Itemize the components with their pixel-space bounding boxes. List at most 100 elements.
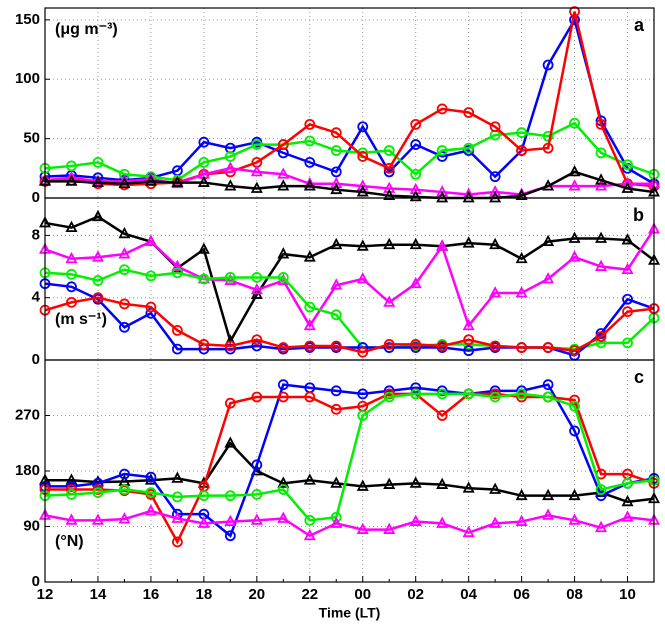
series-line	[45, 441, 655, 504]
marker	[66, 489, 77, 500]
marker	[171, 259, 184, 271]
y-tick-label: 0	[32, 573, 40, 590]
marker	[410, 339, 422, 350]
marker	[621, 233, 634, 245]
marker	[330, 511, 342, 523]
x-tick-label: 22	[301, 586, 318, 603]
marker	[410, 139, 422, 150]
marker	[515, 286, 528, 298]
marker	[198, 490, 210, 502]
panel-label: b	[633, 205, 644, 225]
marker	[383, 145, 395, 156]
marker	[197, 175, 210, 187]
marker	[119, 264, 130, 276]
marker	[622, 293, 633, 305]
marker	[277, 247, 290, 259]
marker	[409, 476, 422, 488]
marker	[356, 179, 369, 191]
marker	[568, 250, 581, 262]
marker	[595, 231, 608, 243]
marker	[171, 267, 183, 279]
marker	[516, 145, 528, 156]
marker	[144, 504, 157, 516]
marker	[303, 528, 316, 541]
marker	[304, 340, 316, 352]
marker	[489, 391, 501, 403]
marker	[462, 318, 475, 331]
marker	[489, 385, 501, 397]
marker	[91, 250, 104, 262]
panel-label: a	[634, 15, 645, 35]
marker	[303, 473, 316, 485]
marker	[568, 164, 581, 177]
marker	[145, 301, 157, 313]
marker	[542, 342, 554, 353]
x-tick-label: 14	[90, 586, 107, 603]
marker	[436, 385, 448, 397]
x-tick-label: 06	[513, 586, 530, 603]
marker	[409, 514, 422, 526]
x-tick-label: 16	[143, 586, 160, 603]
marker	[595, 118, 607, 130]
marker	[542, 234, 555, 247]
marker	[66, 296, 77, 308]
marker	[277, 476, 290, 488]
marker	[410, 388, 422, 400]
marker	[330, 182, 343, 195]
marker	[383, 339, 395, 350]
marker	[357, 151, 369, 162]
marker	[436, 185, 449, 197]
x-tick-label: 00	[354, 586, 371, 603]
marker	[330, 340, 342, 352]
y-axis-label: (μg m⁻³)	[55, 21, 118, 38]
marker	[119, 468, 130, 480]
marker	[595, 520, 608, 533]
marker	[595, 173, 608, 185]
marker	[569, 345, 580, 357]
marker	[277, 179, 290, 191]
marker	[144, 174, 157, 186]
plot-frame	[44, 197, 655, 361]
series-line	[44, 282, 655, 357]
marker	[92, 156, 104, 168]
marker	[198, 156, 210, 168]
marker	[118, 247, 131, 259]
marker	[383, 162, 395, 174]
marker	[330, 166, 342, 178]
marker	[409, 237, 422, 250]
x-tick-label: 12	[37, 586, 54, 603]
marker	[277, 379, 289, 391]
marker	[277, 511, 290, 523]
marker	[66, 281, 77, 293]
marker	[436, 388, 448, 400]
marker	[621, 181, 634, 193]
marker	[383, 237, 396, 250]
plot-frame	[44, 7, 655, 199]
marker	[198, 339, 210, 350]
marker	[145, 487, 157, 498]
series-line	[44, 392, 655, 522]
marker	[516, 127, 528, 139]
marker	[277, 167, 290, 179]
marker	[171, 471, 184, 483]
panel-label: c	[634, 367, 644, 387]
marker	[516, 385, 528, 397]
x-tick-label: 02	[407, 586, 424, 603]
marker	[463, 334, 475, 346]
marker	[303, 250, 316, 262]
marker	[436, 340, 448, 352]
marker	[410, 342, 422, 353]
marker	[542, 142, 554, 154]
marker	[65, 251, 78, 264]
marker	[383, 477, 396, 489]
marker	[91, 175, 104, 187]
marker	[171, 343, 183, 355]
marker	[303, 179, 316, 191]
marker	[119, 321, 130, 333]
marker	[436, 191, 449, 203]
marker	[224, 151, 236, 162]
marker	[542, 488, 555, 501]
marker	[119, 298, 130, 310]
marker	[197, 516, 210, 528]
marker	[542, 508, 555, 520]
